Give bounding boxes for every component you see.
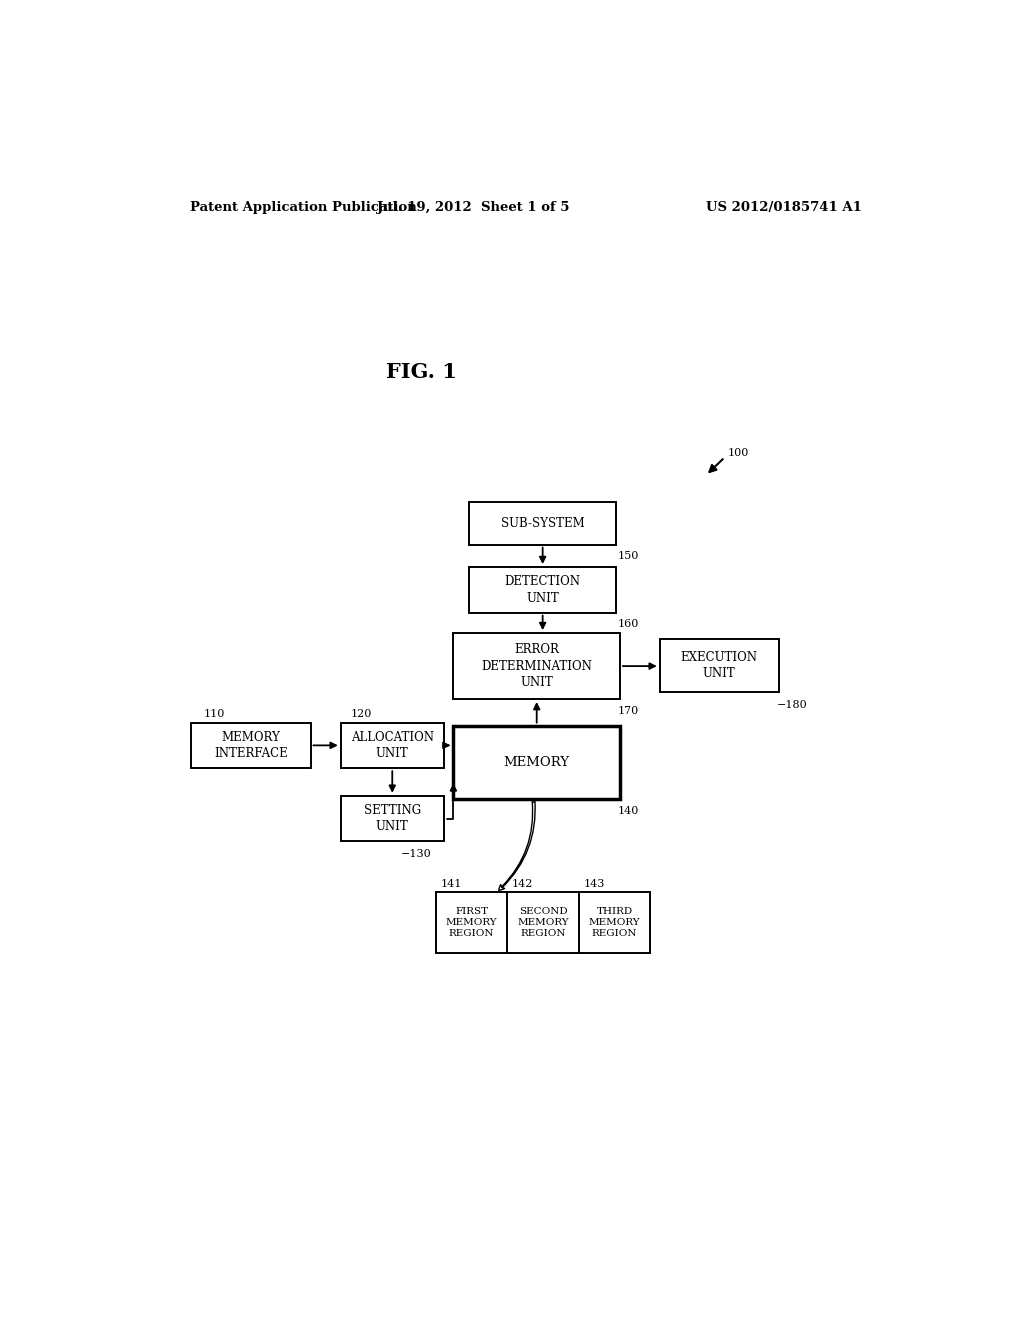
- Text: 160: 160: [617, 619, 639, 628]
- Text: 143: 143: [584, 879, 605, 890]
- Text: Jul. 19, 2012  Sheet 1 of 5: Jul. 19, 2012 Sheet 1 of 5: [377, 201, 569, 214]
- Text: ERROR
DETERMINATION
UNIT: ERROR DETERMINATION UNIT: [481, 643, 592, 689]
- Text: 100: 100: [727, 449, 749, 458]
- Text: DETECTION
UNIT: DETECTION UNIT: [505, 576, 581, 605]
- Text: Patent Application Publication: Patent Application Publication: [189, 201, 417, 214]
- Text: 141: 141: [440, 879, 462, 890]
- Text: MEMORY
INTERFACE: MEMORY INTERFACE: [214, 731, 288, 760]
- Text: SETTING
UNIT: SETTING UNIT: [364, 804, 421, 833]
- Text: EXECUTION
UNIT: EXECUTION UNIT: [681, 651, 758, 680]
- FancyBboxPatch shape: [454, 634, 620, 700]
- Text: 150: 150: [617, 550, 639, 561]
- Text: FIG. 1: FIG. 1: [386, 362, 457, 381]
- Text: THIRD
MEMORY
REGION: THIRD MEMORY REGION: [589, 907, 640, 939]
- Text: 110: 110: [204, 709, 224, 719]
- FancyBboxPatch shape: [436, 892, 650, 953]
- Text: FIRST
MEMORY
REGION: FIRST MEMORY REGION: [445, 907, 498, 939]
- FancyBboxPatch shape: [341, 722, 443, 768]
- Text: 170: 170: [617, 706, 639, 717]
- Text: −180: −180: [776, 700, 807, 710]
- Text: SUB-SYSTEM: SUB-SYSTEM: [501, 517, 585, 529]
- Text: 120: 120: [350, 709, 372, 719]
- Text: −130: −130: [401, 849, 432, 858]
- Text: 142: 142: [512, 879, 534, 890]
- FancyBboxPatch shape: [659, 639, 779, 692]
- Text: SECOND
MEMORY
REGION: SECOND MEMORY REGION: [517, 907, 569, 939]
- Text: US 2012/0185741 A1: US 2012/0185741 A1: [707, 201, 862, 214]
- Text: 140: 140: [617, 805, 639, 816]
- FancyBboxPatch shape: [341, 796, 443, 841]
- Text: ALLOCATION
UNIT: ALLOCATION UNIT: [351, 731, 434, 760]
- FancyBboxPatch shape: [191, 722, 310, 768]
- Text: MEMORY: MEMORY: [504, 755, 569, 768]
- FancyBboxPatch shape: [454, 726, 620, 799]
- FancyBboxPatch shape: [469, 502, 616, 545]
- FancyBboxPatch shape: [469, 568, 616, 612]
